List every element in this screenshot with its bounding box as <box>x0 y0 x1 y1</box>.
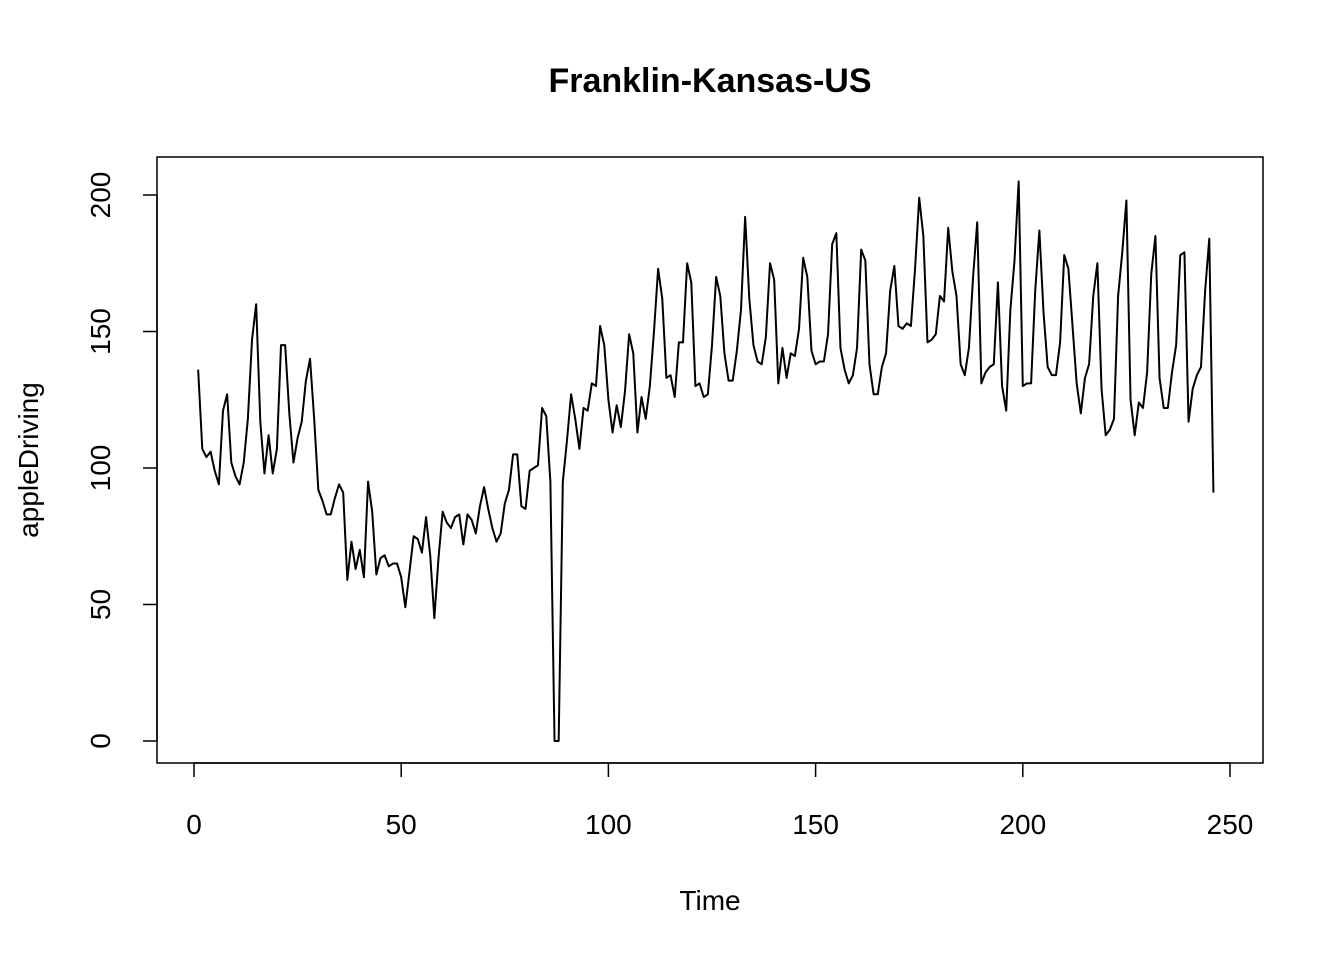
x-tick-label: 100 <box>585 809 632 840</box>
series-line-appleDriving <box>197 180 1215 742</box>
x-tick-label: 200 <box>999 809 1046 840</box>
y-tick-label: 150 <box>85 308 116 355</box>
y-axis-label: appleDriving <box>13 382 44 538</box>
plot-frame <box>156 156 1264 764</box>
x-tick-label: 150 <box>792 809 839 840</box>
x-tick-label: 50 <box>386 809 417 840</box>
y-tick-label: 100 <box>85 445 116 492</box>
x-axis-label: Time <box>679 885 740 916</box>
x-axis: 0 50 100 150 200 250 <box>186 762 1254 840</box>
y-tick-label: 200 <box>85 172 116 219</box>
y-tick-label: 0 <box>85 733 116 749</box>
y-tick-label: 50 <box>85 589 116 620</box>
chart-title: Franklin-Kansas-US <box>548 62 871 100</box>
x-tick-label: 250 <box>1207 809 1254 840</box>
y-axis: 0 50 100 150 200 <box>85 172 158 749</box>
x-tick-label: 0 <box>186 809 202 840</box>
